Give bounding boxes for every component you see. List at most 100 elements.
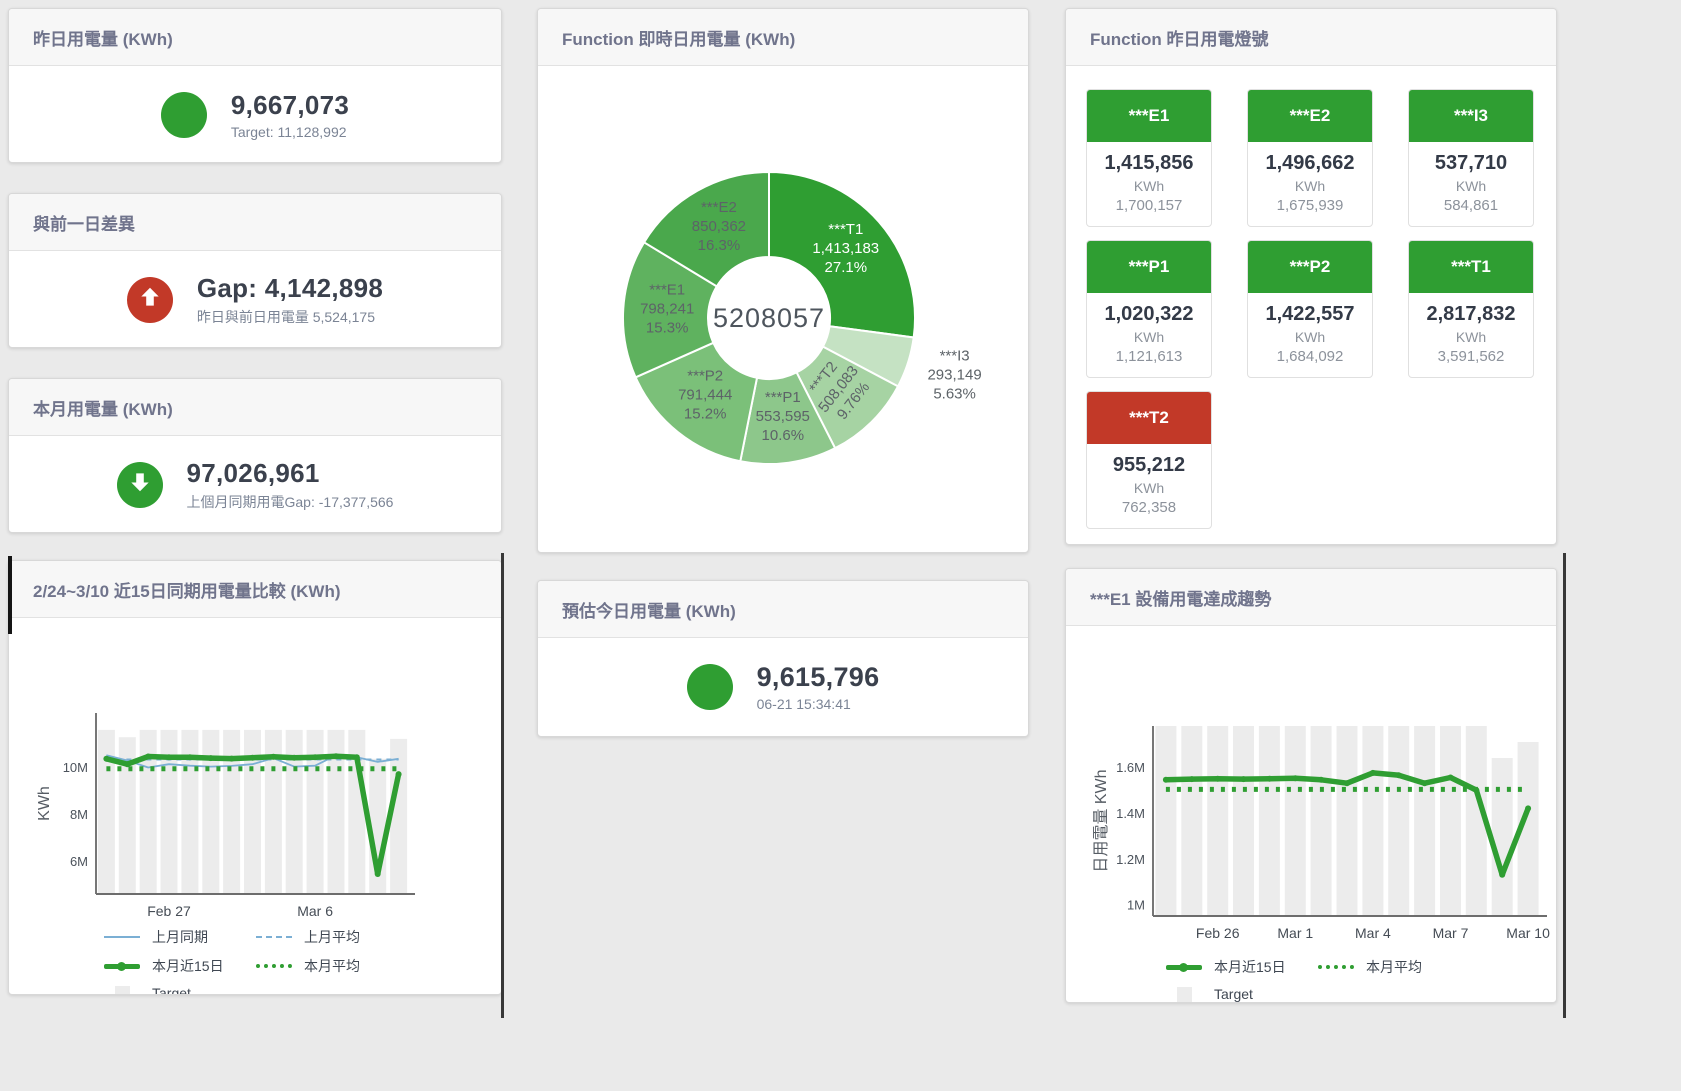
legend-item[interactable]: 本月近15日 xyxy=(104,956,256,976)
kwh-unit-label: KWh xyxy=(1294,329,1326,345)
legend-label: 本月平均 xyxy=(1366,959,1422,975)
left-column: 昨日用電量 (KWh) 9,667,073 Target: 11,128,992… xyxy=(8,0,502,1091)
kwh-unit-label: KWh xyxy=(1455,178,1487,194)
kwh-unit-label: KWh xyxy=(1455,329,1487,345)
compare-chart-card: 2/24~3/10 近15日同期用電量比較 (KWh) 6M 8M 10M Feb 2… xyxy=(8,560,502,995)
kwh-unit-label: KWh xyxy=(1133,178,1165,194)
scrollbar-thumb-left-edge[interactable] xyxy=(8,556,12,634)
device-tile-e1[interactable]: ***E1 1,415,856 KWh 1,700,157 xyxy=(1086,89,1212,227)
trend-line-chart: 1M 1.2M 1.4M 1.6M Feb 26 Mar 1 Mar 4 Mar 7 Mar 1… xyxy=(1093,726,1550,941)
device-tile-header: ***T1 xyxy=(1409,241,1533,293)
lights-card: Function 昨日用電燈號 ***E1 1,415,856 KWh 1,70… xyxy=(1065,8,1557,545)
dash-blue-swatch-icon xyxy=(256,936,292,938)
card-title: 預估今日用電量 (KWh) xyxy=(538,581,1028,638)
svg-text:5208057: 5208057 xyxy=(713,303,825,333)
right-column: Function 昨日用電燈號 ***E1 1,415,856 KWh 1,70… xyxy=(1065,0,1557,1091)
legend-label: Target xyxy=(152,985,191,995)
legend-item[interactable]: Target xyxy=(1166,986,1318,1002)
svg-text:8M: 8M xyxy=(70,807,88,822)
device-tile-p2[interactable]: ***P2 1,422,557 KWh 1,684,092 xyxy=(1247,240,1373,378)
device-kwh-value: 1,020,322 xyxy=(1104,303,1194,325)
device-kwh-value: 2,817,832 xyxy=(1426,303,1516,325)
svg-text:Mar 7: Mar 7 xyxy=(1433,925,1469,941)
arrow-down-icon xyxy=(127,469,153,500)
device-kwh-value: 955,212 xyxy=(1112,454,1186,476)
device-target-value: 1,121,613 xyxy=(1115,348,1183,365)
middle-column: Function 即時日用電量 (KWh) ***T1 1,413,183 27.1… xyxy=(537,0,1029,1091)
card-title: 2/24~3/10 近15日同期用電量比較 (KWh) xyxy=(9,561,501,618)
kwh-unit-label: KWh xyxy=(1133,329,1165,345)
scrollbar-thumb-middle[interactable] xyxy=(501,553,504,1018)
scrollbar-thumb-right[interactable] xyxy=(1563,553,1566,1018)
kwh-unit-label: KWh xyxy=(1294,178,1326,194)
legend-item[interactable]: 上月平均 xyxy=(256,927,408,947)
card-title: ***E1 設備用電達成趨勢 xyxy=(1066,569,1556,626)
svg-text:1.4M: 1.4M xyxy=(1116,806,1145,821)
svg-text:1.6M: 1.6M xyxy=(1116,760,1145,775)
compare-chart-legend: 上月同期 上月平均 本月近15日 本月平均 Target xyxy=(104,927,501,995)
green-status-circle xyxy=(160,91,207,138)
legend-label: 上月同期 xyxy=(152,929,208,945)
device-tile-t1[interactable]: ***T1 2,817,832 KWh 3,591,562 xyxy=(1408,240,1534,378)
donut-chart: ***T1 1,413,183 27.1%***I3 293,149 5.63%***T… xyxy=(621,171,982,466)
legend-label: 本月平均 xyxy=(304,958,360,974)
svg-text:Mar 6: Mar 6 xyxy=(297,903,333,919)
compare-line-chart: 6M 8M 10M Feb 27 Mar 6 KWh xyxy=(36,713,415,919)
device-tiles-grid: ***E1 1,415,856 KWh 1,700,157 ***E2 1,49… xyxy=(1066,66,1556,544)
device-target-value: 3,591,562 xyxy=(1437,348,1505,365)
card-title: Function 即時日用電量 (KWh) xyxy=(538,9,1028,66)
gap-value: Gap: 4,142,898 xyxy=(196,272,384,303)
trend-chart-card: ***E1 設備用電達成趨勢 1M 1.2M 1.4M 1.6M Feb 26 Mar 1… xyxy=(1065,568,1557,1003)
device-kwh-value: 1,422,557 xyxy=(1265,303,1355,325)
device-tile-t2[interactable]: ***T2 955,212 KWh 762,358 xyxy=(1086,391,1212,529)
device-tile-i3[interactable]: ***I3 537,710 KWh 584,861 xyxy=(1408,89,1534,227)
legend-item[interactable]: 上月同期 xyxy=(104,927,256,947)
thick-green-swatch-icon xyxy=(104,961,140,971)
dots-green-swatch-icon xyxy=(256,964,292,968)
stat-body: 9,667,073 Target: 11,128,992 xyxy=(9,66,501,162)
device-tile-p1[interactable]: ***P1 1,020,322 KWh 1,121,613 xyxy=(1086,240,1212,378)
device-kwh-value: 1,415,856 xyxy=(1104,152,1194,174)
timestamp: 06-21 15:34:41 xyxy=(756,696,851,712)
red-status-circle xyxy=(126,276,173,323)
svg-text:日用電量 KWh: 日用電量 KWh xyxy=(1093,769,1110,872)
svg-text:Feb 26: Feb 26 xyxy=(1196,925,1240,941)
legend-item[interactable]: Target xyxy=(104,985,256,995)
legend-item[interactable]: 本月平均 xyxy=(256,956,408,976)
legend-label: 本月近15日 xyxy=(152,958,224,974)
green-status-circle xyxy=(116,461,163,508)
device-tile-header: ***T2 xyxy=(1087,392,1211,444)
device-tile-header: ***I3 xyxy=(1409,90,1533,142)
estimate-today-card: 預估今日用電量 (KWh) 9,615,796 06-21 15:34:41 xyxy=(537,580,1029,737)
card-title: Function 昨日用電燈號 xyxy=(1066,9,1556,66)
svg-text:1M: 1M xyxy=(1127,898,1145,913)
device-kwh-value: 537,710 xyxy=(1434,152,1508,174)
legend-label: Target xyxy=(1214,986,1253,1002)
stat-body: Gap: 4,142,898 昨日與前日用電量 5,524,175 xyxy=(9,251,501,347)
trend-chart-legend: 本月近15日 本月平均 Target xyxy=(1166,957,1556,1002)
card-title: 本月用電量 (KWh) xyxy=(9,379,501,436)
svg-text:6M: 6M xyxy=(70,854,88,869)
month-usage-card: 本月用電量 (KWh) 97,026,961 上個月同期用電Gap: -17,3… xyxy=(8,378,502,533)
device-tile-e2[interactable]: ***E2 1,496,662 KWh 1,675,939 xyxy=(1247,89,1373,227)
legend-item[interactable]: 本月近15日 xyxy=(1166,957,1318,977)
device-target-value: 584,861 xyxy=(1443,197,1499,214)
box-gray-swatch-icon xyxy=(1176,986,1192,1002)
gap-subtext: 上個月同期用電Gap: -17,377,566 xyxy=(186,493,394,510)
thick-green-swatch-icon xyxy=(1166,962,1202,972)
svg-text:Mar 1: Mar 1 xyxy=(1277,925,1313,941)
legend-item[interactable]: 本月平均 xyxy=(1318,957,1470,977)
svg-text:KWh: KWh xyxy=(36,786,53,821)
legend-label: 上月平均 xyxy=(304,929,360,945)
legend-label: 本月近15日 xyxy=(1214,959,1286,975)
yesterday-usage-card: 昨日用電量 (KWh) 9,667,073 Target: 11,128,992 xyxy=(8,8,502,163)
kwh-unit-label: KWh xyxy=(1133,480,1165,496)
dots-green-swatch-icon xyxy=(1318,965,1354,969)
green-status-circle xyxy=(686,664,733,710)
device-tile-header: ***E1 xyxy=(1087,90,1211,142)
